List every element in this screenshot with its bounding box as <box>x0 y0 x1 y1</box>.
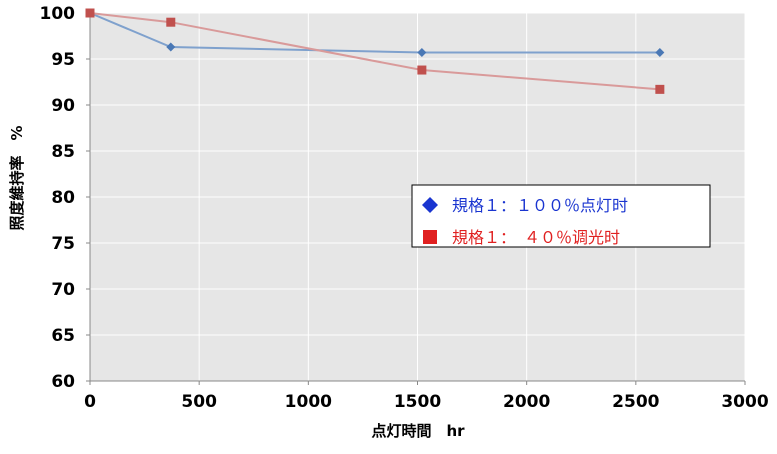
y-tick-label: 100 <box>40 4 76 24</box>
x-tick-label: 2500 <box>612 392 659 412</box>
y-tick-label: 85 <box>51 142 75 162</box>
series-2-point <box>166 17 176 27</box>
x-tick-label: 2000 <box>503 392 550 412</box>
x-axis-title: 点灯時間 hr <box>371 422 465 440</box>
y-tick-label: 90 <box>51 96 75 116</box>
x-tick-label: 1500 <box>394 392 441 412</box>
series-1-point <box>166 42 176 52</box>
legend-label-1: 規格１：１００％点灯时 <box>452 196 628 215</box>
y-tick-label: 60 <box>51 372 75 392</box>
series-line-2 <box>89 12 660 91</box>
y-tick-label: 65 <box>51 326 75 346</box>
y-tick-label: 95 <box>51 50 75 70</box>
legend-box <box>411 184 711 248</box>
y-tick-label: 70 <box>51 280 75 300</box>
series-1-point <box>655 48 665 58</box>
y-tick-label: 75 <box>51 234 75 254</box>
legend-square-icon <box>423 230 437 244</box>
series-2-point <box>655 84 665 94</box>
y-axis-title: 照度維持率 % <box>8 125 26 230</box>
x-tick-label: 500 <box>181 392 217 412</box>
series-1-point <box>417 48 427 58</box>
series-2-point <box>85 8 95 18</box>
legend-diamond-icon <box>422 197 438 213</box>
y-tick-label: 80 <box>51 188 75 208</box>
series-line-1 <box>89 12 660 54</box>
x-tick-label: 1000 <box>285 392 332 412</box>
legend-label-2: 規格１： ４０％调光时 <box>452 228 620 247</box>
x-tick-label: 0 <box>84 392 96 412</box>
x-tick-label: 3000 <box>721 392 768 412</box>
series-2-point <box>417 65 427 75</box>
